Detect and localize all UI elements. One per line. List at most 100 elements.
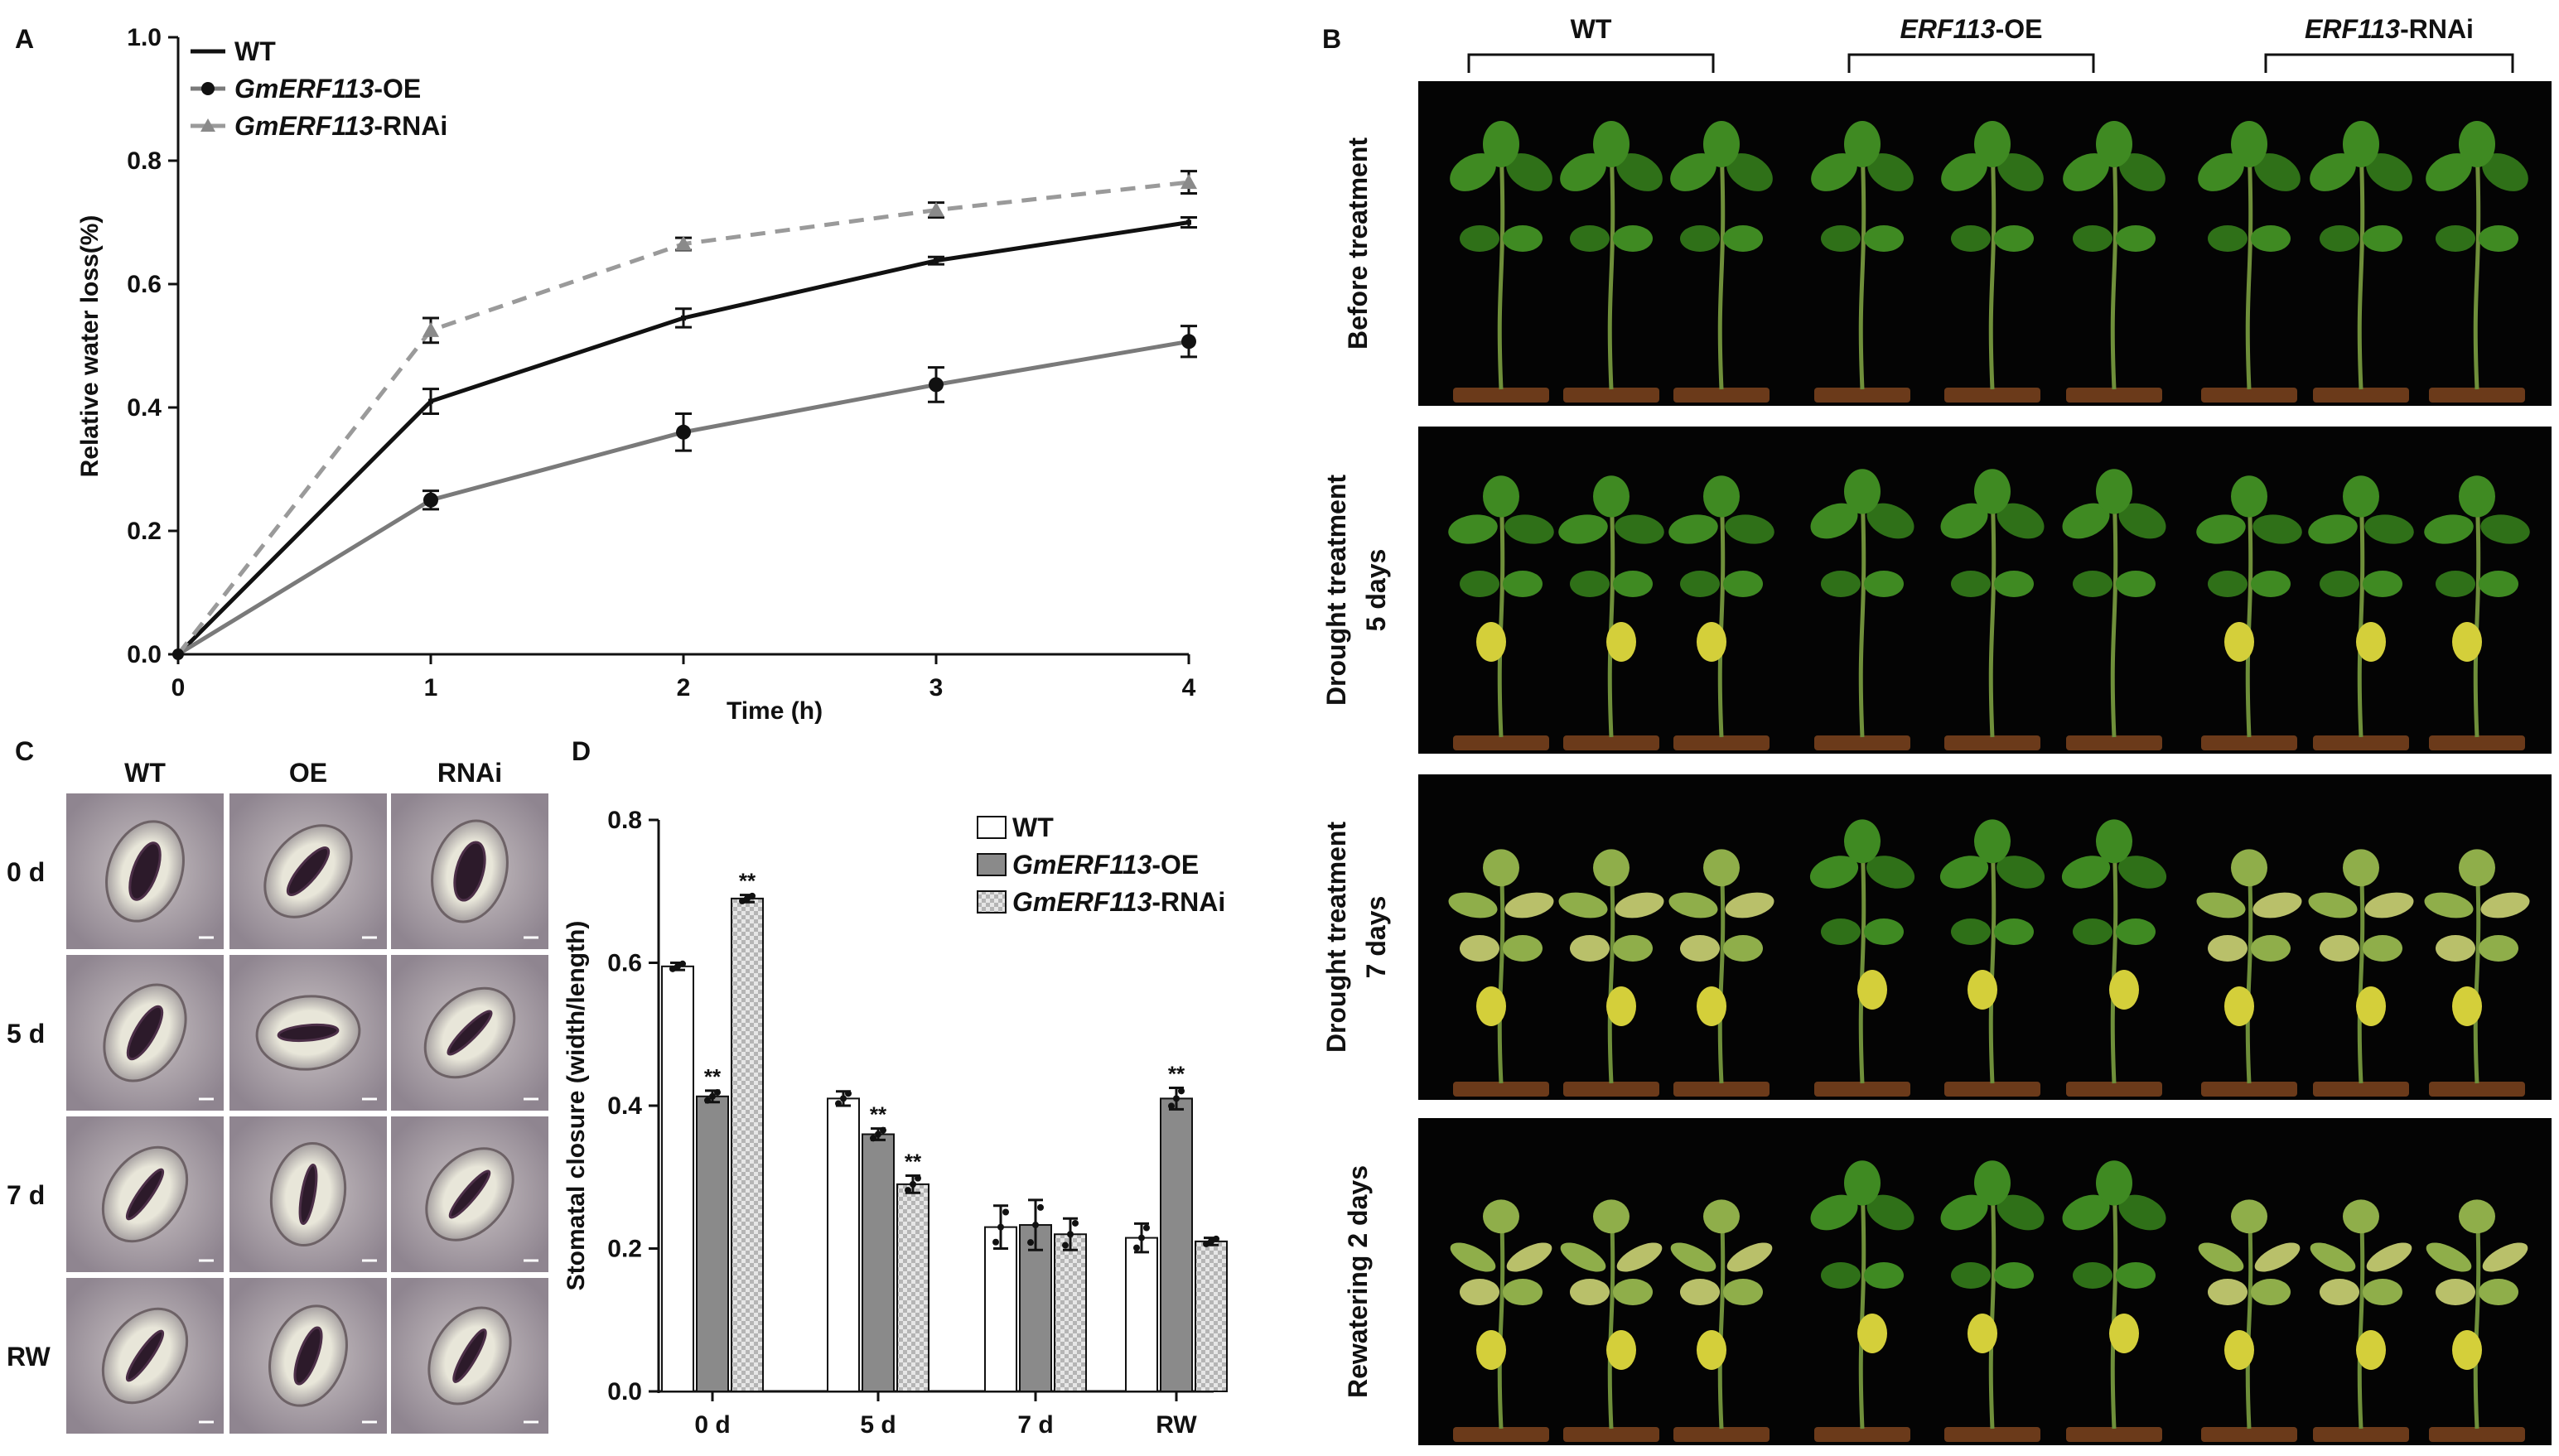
plant bbox=[2063, 121, 2165, 403]
stem bbox=[1988, 840, 1997, 1084]
leaf bbox=[2480, 514, 2530, 544]
leaf bbox=[2116, 1262, 2156, 1289]
leaf bbox=[2310, 153, 2356, 191]
leaf bbox=[1844, 469, 1881, 514]
plant bbox=[1560, 1199, 1663, 1442]
panel-a-line-chart: A 0.0 0.2 0.4 0.6 0.8 1.0 0 1 2 3 4 Time (h) Relativ… bbox=[15, 24, 1197, 725]
leaf bbox=[1483, 849, 1519, 887]
stem bbox=[1607, 856, 1615, 1084]
replicate-dot bbox=[1002, 1208, 1009, 1216]
leaf bbox=[1974, 121, 2011, 167]
plant bbox=[2198, 121, 2301, 403]
leaf bbox=[2426, 1242, 2472, 1272]
series-GmERF113-OE bbox=[176, 325, 1197, 657]
leaf bbox=[2424, 514, 2474, 544]
leaf bbox=[2363, 571, 2402, 597]
plant bbox=[1558, 475, 1664, 750]
stoma bbox=[105, 820, 185, 923]
leaf bbox=[2254, 1242, 2301, 1272]
leaf bbox=[2459, 1199, 2495, 1234]
leaf bbox=[1593, 121, 1630, 167]
leaf bbox=[1703, 1199, 1740, 1234]
leaf bbox=[2424, 892, 2474, 918]
column-label: OE bbox=[289, 758, 327, 788]
replicate-dot bbox=[749, 892, 756, 899]
stem bbox=[2473, 147, 2481, 390]
stem bbox=[1988, 492, 1997, 738]
leaf bbox=[1668, 514, 1718, 544]
panel-d-bar-chart: D 0.0 0.2 0.4 0.6 0.8 Stomatal closure (width… bbox=[562, 736, 1228, 1439]
soil bbox=[2429, 1082, 2525, 1097]
leaf bbox=[1460, 571, 1499, 597]
soil bbox=[1453, 1427, 1549, 1442]
yellow-leaf bbox=[2224, 622, 2254, 662]
leaf bbox=[2073, 225, 2112, 252]
leaf bbox=[1503, 225, 1543, 252]
significance-stars: ** bbox=[739, 869, 756, 894]
row-label-line1: Before treatment bbox=[1343, 137, 1373, 350]
leaf bbox=[2254, 153, 2301, 191]
leaf bbox=[1997, 503, 2045, 539]
plant bbox=[2198, 1199, 2301, 1442]
soil bbox=[1563, 1427, 1659, 1442]
soil bbox=[2429, 1427, 2525, 1442]
plant bbox=[1560, 121, 1663, 403]
stem bbox=[1858, 840, 1866, 1084]
leaf bbox=[1810, 503, 1858, 539]
leaf bbox=[2320, 225, 2359, 252]
stomata-image bbox=[229, 1116, 387, 1272]
leaf bbox=[1503, 571, 1543, 597]
legend-label-suffix: -RNAi bbox=[1152, 887, 1225, 917]
leaf bbox=[2479, 1279, 2518, 1305]
leaf bbox=[2117, 856, 2167, 889]
leaf bbox=[1613, 225, 1653, 252]
leaf bbox=[2482, 153, 2528, 191]
leaf bbox=[1615, 892, 1664, 918]
stoma bbox=[263, 824, 353, 918]
leaf bbox=[1821, 225, 1861, 252]
leaf bbox=[1483, 475, 1519, 518]
yellow-leaf bbox=[1476, 622, 1506, 662]
soil bbox=[2066, 1427, 2162, 1442]
replicate-dot bbox=[1032, 1222, 1039, 1229]
leaf bbox=[1613, 935, 1653, 962]
soil bbox=[1944, 388, 2040, 403]
soil bbox=[2201, 1082, 2297, 1097]
group-header-suffix: -RNAi bbox=[2400, 14, 2474, 44]
leaf bbox=[1866, 1194, 1914, 1231]
stomatal-pore bbox=[125, 1168, 165, 1221]
photo-row: Drought treatment 5 days bbox=[1321, 427, 2552, 754]
leaf bbox=[1483, 121, 1519, 167]
soil bbox=[1814, 1082, 1910, 1097]
leaf bbox=[2436, 225, 2475, 252]
stomatal-pore bbox=[125, 1329, 165, 1382]
leaf bbox=[2196, 514, 2246, 544]
stem bbox=[2245, 1200, 2253, 1429]
panel-a-axes: 0.0 0.2 0.4 0.6 0.8 1.0 0 1 2 3 4 Time (h) Relative … bbox=[76, 24, 1196, 725]
leaf bbox=[1864, 1262, 1904, 1289]
data-point bbox=[428, 398, 433, 404]
yellow-leaf bbox=[1606, 622, 1636, 662]
leaf bbox=[1506, 1242, 1552, 1272]
soil bbox=[2201, 388, 2297, 403]
row-label-line2: 7 days bbox=[1361, 896, 1391, 979]
data-point bbox=[929, 377, 944, 393]
leaf bbox=[1560, 1242, 1606, 1272]
leaf bbox=[2252, 892, 2302, 918]
leaf bbox=[1725, 514, 1774, 544]
leaf bbox=[2363, 1279, 2402, 1305]
leaf bbox=[1570, 571, 1610, 597]
yellow-leaf bbox=[1697, 622, 1726, 662]
leaf bbox=[1680, 225, 1720, 252]
stem bbox=[1497, 492, 1505, 738]
legend-swatch bbox=[977, 816, 1007, 839]
leaf bbox=[1994, 918, 2034, 945]
plant bbox=[2424, 475, 2530, 750]
yellow-leaf bbox=[2224, 986, 2254, 1026]
stem bbox=[1717, 1200, 1726, 1429]
replicate-dot bbox=[880, 1126, 886, 1134]
leaf bbox=[2479, 935, 2518, 962]
stem bbox=[2110, 840, 2118, 1084]
x-axis-title: Time (h) bbox=[727, 697, 823, 725]
